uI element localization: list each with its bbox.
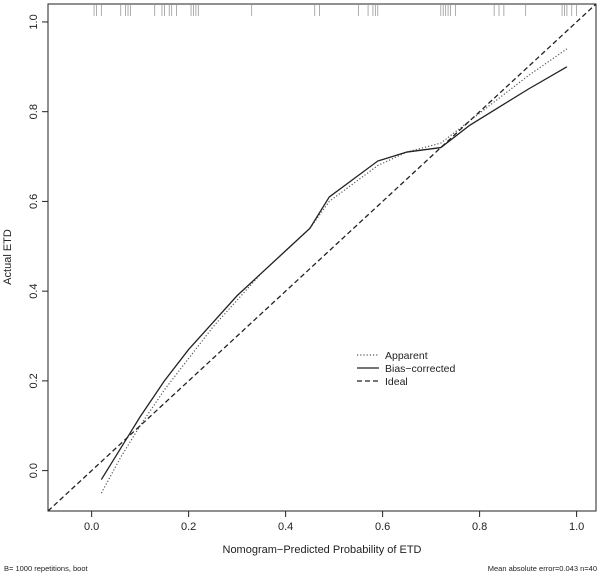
x-tick-label: 0.8	[472, 521, 487, 533]
y-tick-label: 0.6	[28, 194, 40, 209]
x-tick-label: 0.4	[278, 521, 293, 533]
y-tick-label: 0.2	[28, 373, 40, 388]
legend-label: Bias−corrected	[385, 363, 455, 375]
y-tick-label: 0.0	[28, 463, 40, 478]
y-axis-title: Actual ETD	[2, 229, 14, 285]
series-lines	[48, 4, 596, 511]
x-tick-label: 0.6	[375, 521, 390, 533]
y-tick-label: 1.0	[28, 14, 40, 29]
x-tick-label: 0.2	[181, 521, 196, 533]
y-axis: 0.0 0.2 0.4 0.6 0.8 1.0	[28, 14, 48, 478]
x-axis: 0.0 0.2 0.4 0.6 0.8 1.0	[84, 511, 584, 533]
series-line-ideal	[48, 4, 596, 511]
footer-left-text: B= 1000 repetitions, boot	[4, 564, 89, 573]
y-tick-label: 0.4	[28, 284, 40, 299]
series-line-apparent	[100, 48, 568, 494]
series-line-bias-corrected	[100, 66, 568, 480]
rug-ticks	[93, 5, 578, 16]
x-tick-label: 0.0	[84, 521, 99, 533]
x-tick-label: 1.0	[569, 521, 584, 533]
x-axis-title: Nomogram−Predicted Probability of ETD	[223, 544, 422, 556]
plot-frame	[47, 3, 597, 512]
legend-label: Ideal	[385, 376, 408, 388]
footer-right-text: Mean absolute error=0.043 n=40	[488, 564, 597, 573]
y-tick-label: 0.8	[28, 104, 40, 119]
legend-label: Apparent	[385, 350, 428, 362]
